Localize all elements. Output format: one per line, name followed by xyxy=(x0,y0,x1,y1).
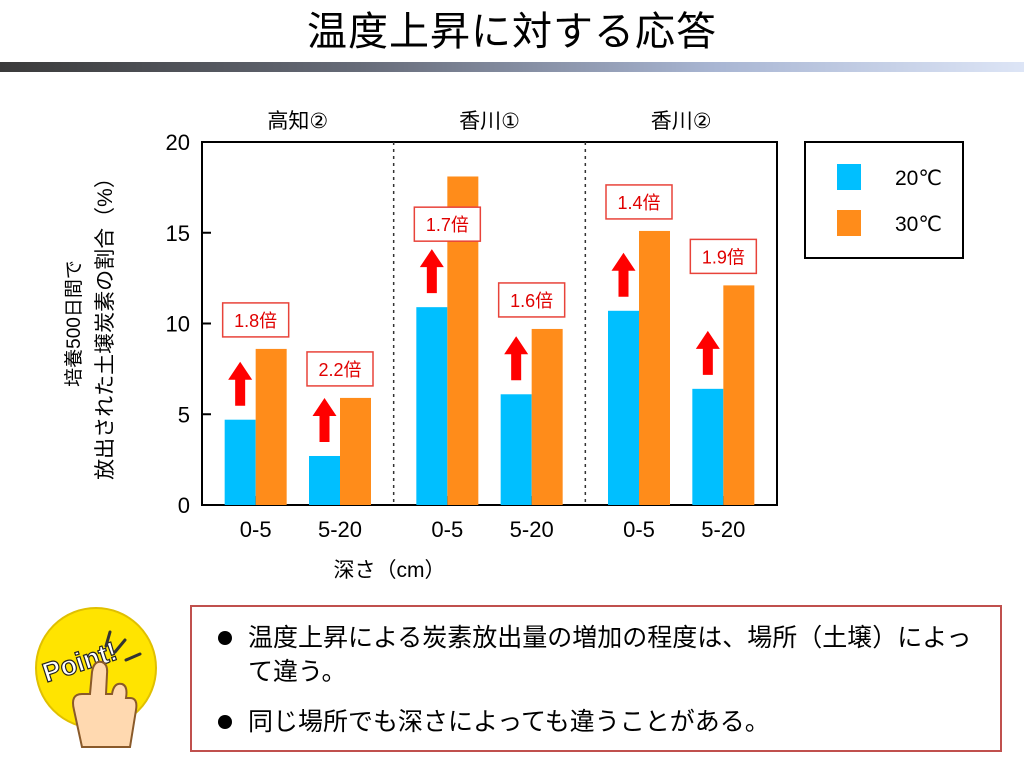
ratio-label-box xyxy=(306,351,374,387)
bar-20c xyxy=(224,419,256,505)
slide-title: 温度上昇に対する応答 xyxy=(307,9,717,55)
ratio-label: 1.9倍 xyxy=(702,247,745,267)
ratio-label: 2.2倍 xyxy=(318,360,361,380)
bar-30c xyxy=(340,397,371,505)
x-axis-label: 深さ（cm） xyxy=(334,559,446,582)
title-rule xyxy=(0,62,1024,72)
increase-arrow-icon xyxy=(419,249,444,294)
ratio-label: 1.4倍 xyxy=(617,193,660,213)
ratio-label: 1.7倍 xyxy=(426,215,469,235)
bar-30c xyxy=(255,348,287,505)
ratio-label-box xyxy=(605,184,673,220)
ratio-label: 1.8倍 xyxy=(234,311,277,331)
legend-box xyxy=(804,141,964,259)
ratio-label-box xyxy=(413,206,482,242)
y-tick-label: 15 xyxy=(166,221,190,246)
legend-label: 20℃ xyxy=(895,167,942,190)
bullet-dot-icon xyxy=(218,715,232,729)
site-label: 香川② xyxy=(651,110,712,133)
ratio-label-box xyxy=(221,302,290,338)
point-badge-icon: Point! xyxy=(35,607,157,748)
legend-label: 30℃ xyxy=(895,213,942,236)
bullet-text: 温度上昇による炭素放出量の増加の程度は、場所（土壌）によって違う。 xyxy=(248,623,972,686)
x-tick-label: 0-5 xyxy=(240,517,272,542)
site-label: 香川① xyxy=(459,110,520,133)
y-tick-label: 10 xyxy=(166,312,190,337)
ratio-label-box xyxy=(497,282,566,318)
legend-swatch xyxy=(837,210,861,236)
x-tick-label: 5-20 xyxy=(510,517,554,542)
x-tick-label: 5-20 xyxy=(318,517,362,542)
y-tick-label: 0 xyxy=(178,493,190,518)
bar-20c xyxy=(692,388,724,505)
bar-chart: 0 5 10 15 20 高知② 0-5 1.8倍 5-20 2.2倍 香川① 0-5 1.7倍 5-20… xyxy=(63,110,964,582)
x-tick-label: 0-5 xyxy=(623,517,655,542)
y-tick-label: 5 xyxy=(178,402,190,427)
increase-arrow-icon xyxy=(228,361,253,406)
point-box: 温度上昇による炭素放出量の増加の程度は、場所（土壌）によって違う。 同じ場所でも… xyxy=(190,605,1002,752)
increase-arrow-icon xyxy=(312,397,337,442)
increase-arrow-icon xyxy=(504,336,529,381)
bar-20c xyxy=(500,394,532,505)
bar-20c xyxy=(309,455,340,505)
legend-swatch xyxy=(837,164,861,190)
bullet-text: 同じ場所でも深さによっても違うことがある。 xyxy=(248,707,770,736)
bar-30c xyxy=(639,230,670,505)
y-axis-label-line2: 放出された土壌炭素の割合（%） xyxy=(94,167,117,480)
site-label: 高知② xyxy=(267,110,328,133)
ratio-label: 1.6倍 xyxy=(510,291,553,311)
increase-arrow-icon xyxy=(611,252,636,297)
y-tick-label: 20 xyxy=(166,130,190,155)
x-tick-label: 0-5 xyxy=(431,517,463,542)
x-tick-label: 5-20 xyxy=(701,517,745,542)
bar-20c xyxy=(608,310,639,505)
increase-arrow-icon xyxy=(695,330,720,375)
y-axis-label-line1: 培養500日間で xyxy=(63,260,85,387)
ratio-label-box xyxy=(689,238,758,275)
bullet-item: 温度上昇による炭素放出量の増加の程度は、場所（土壌）によって違う。 xyxy=(218,621,988,689)
bullet-dot-icon xyxy=(218,631,232,645)
bar-30c xyxy=(531,328,563,505)
bar-30c xyxy=(723,285,755,505)
bullet-item: 同じ場所でも深さによっても違うことがある。 xyxy=(218,705,988,739)
bar-20c xyxy=(416,307,448,505)
